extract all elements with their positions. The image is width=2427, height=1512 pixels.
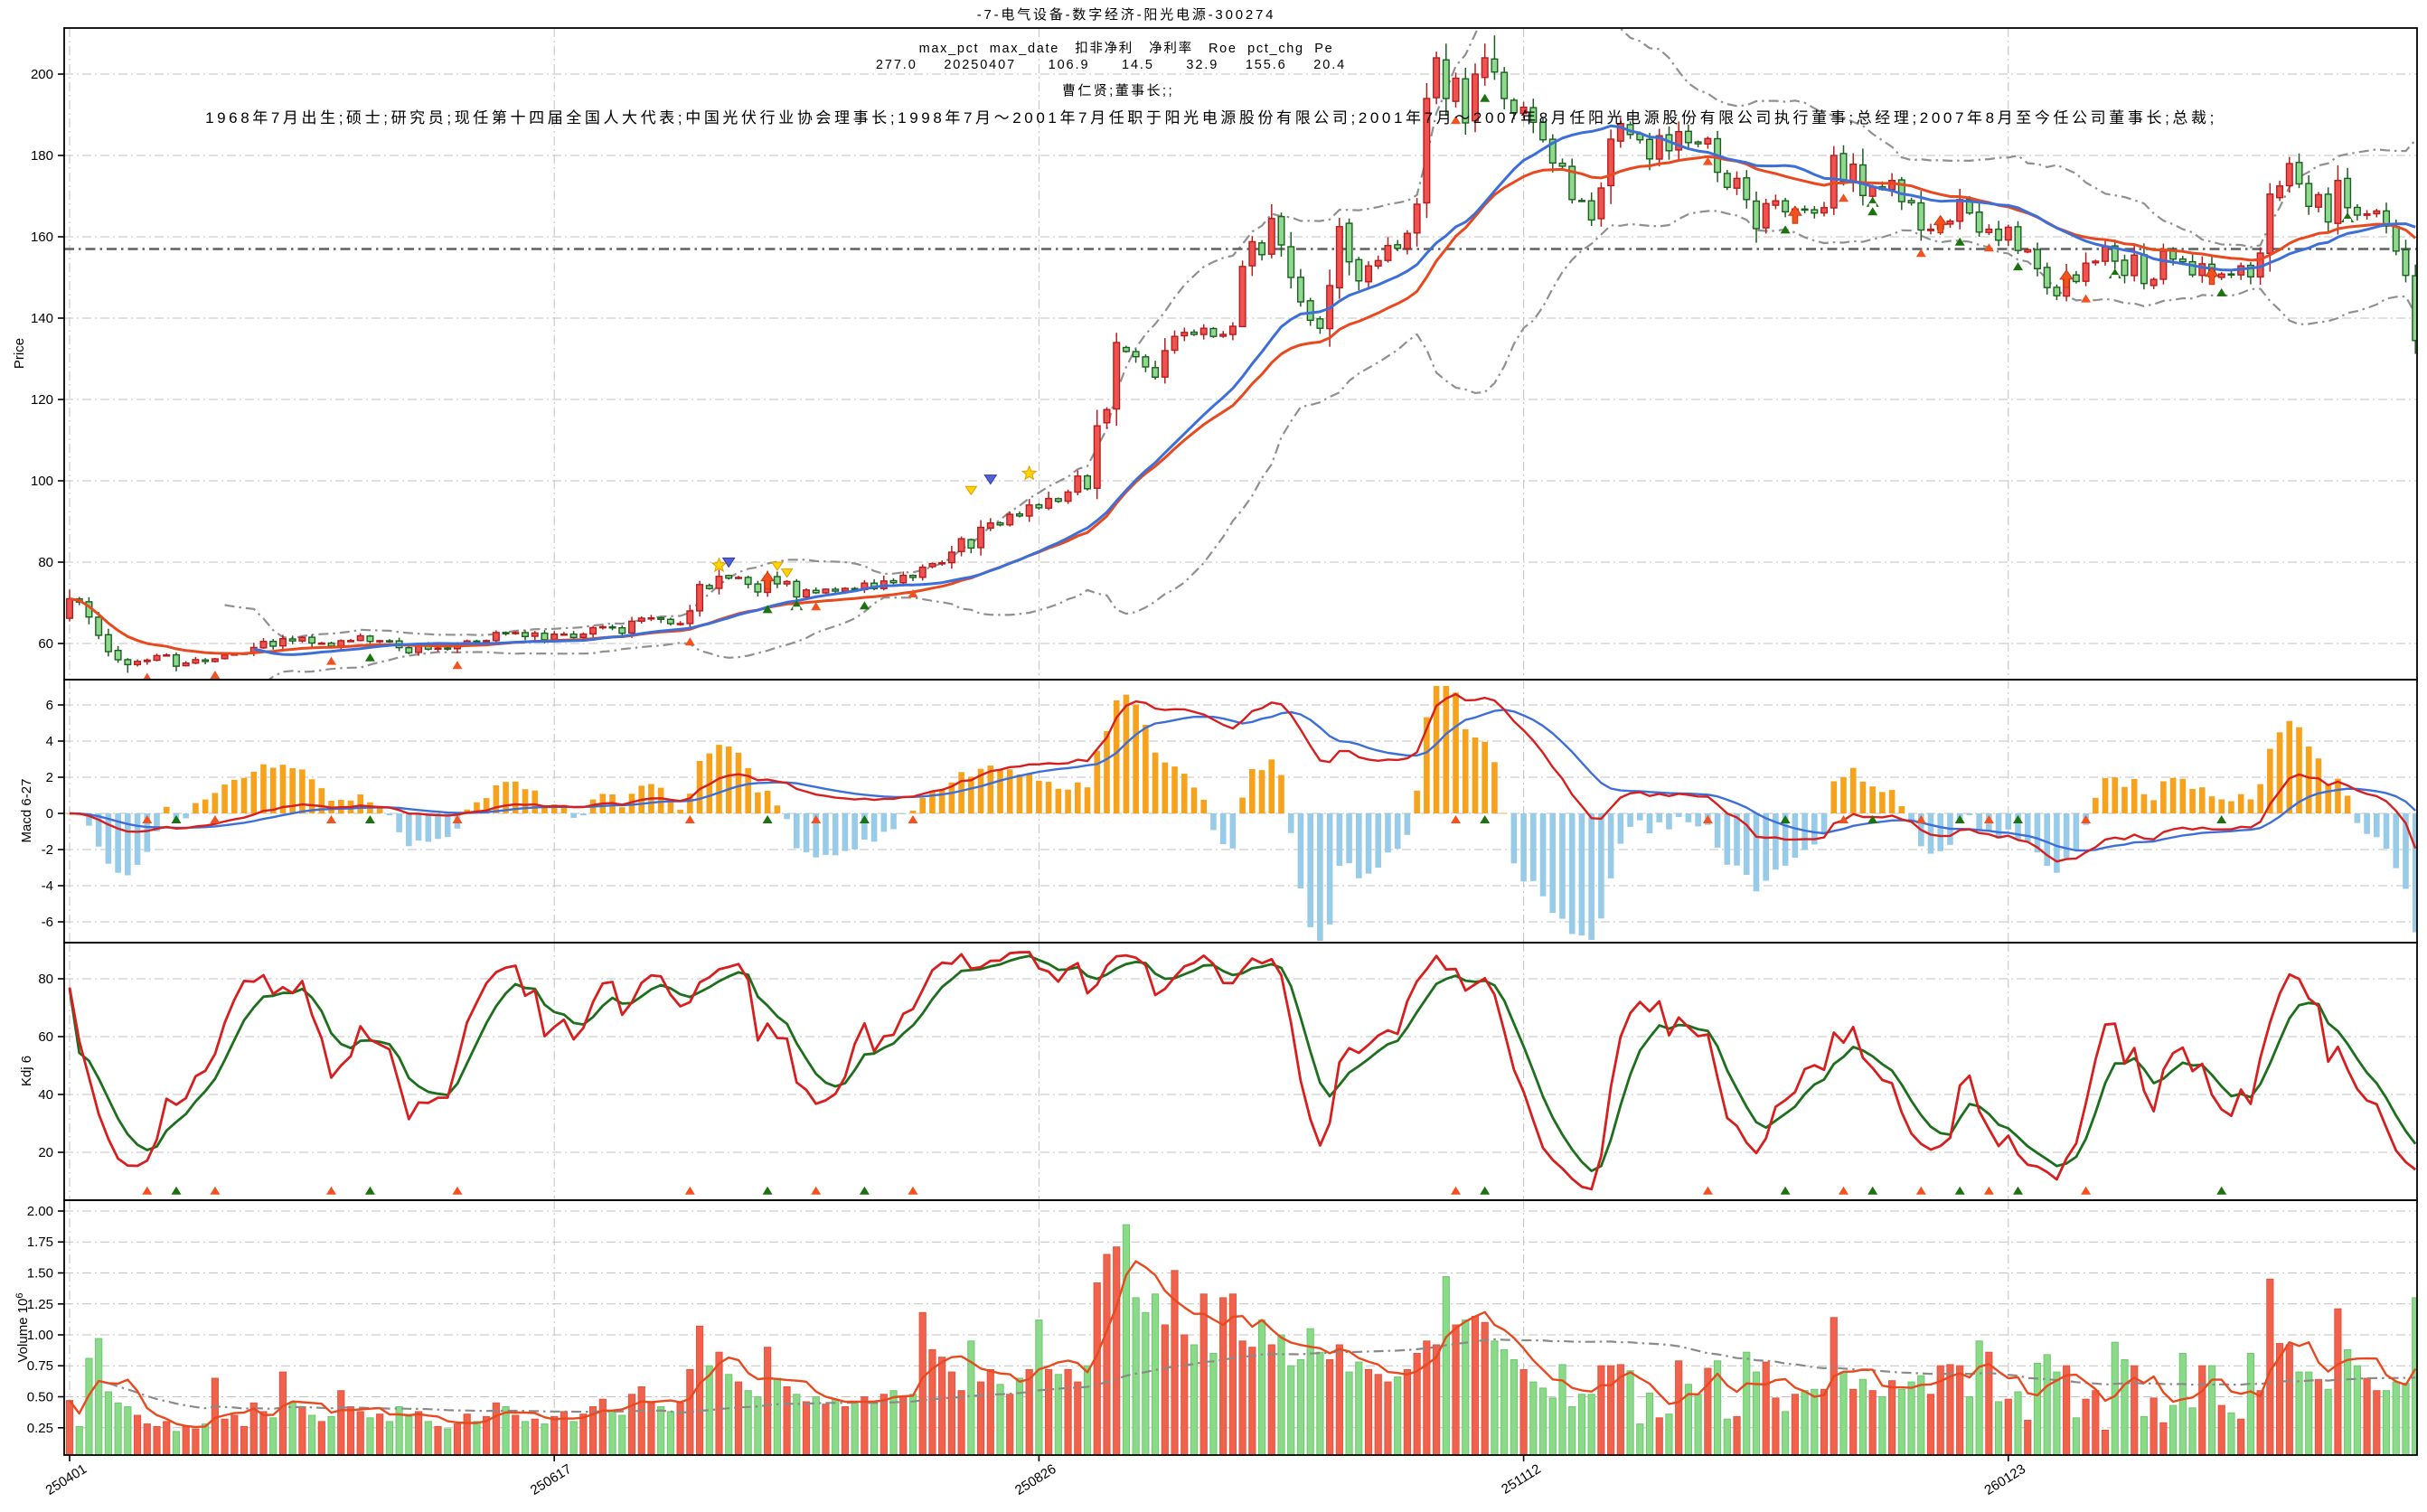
svg-text:0.50: 0.50	[27, 1390, 53, 1405]
svg-text:1.25: 1.25	[27, 1297, 53, 1312]
svg-text:100: 100	[31, 474, 53, 489]
svg-text:60: 60	[38, 636, 53, 652]
svg-text:Volume 106: Volume 106	[14, 1292, 31, 1362]
svg-text:40: 40	[38, 1087, 53, 1103]
svg-text:1.75: 1.75	[27, 1235, 53, 1250]
svg-text:1968年7月出生;硕士;研究员;现任第十四届全国人大代表;: 1968年7月出生;硕士;研究员;现任第十四届全国人大代表;中国光伏行业协会理事…	[205, 109, 2217, 127]
svg-text:Kdj 6: Kdj 6	[19, 1056, 34, 1086]
svg-text:6: 6	[46, 698, 53, 713]
svg-text:200: 200	[31, 67, 53, 82]
svg-text:2: 2	[46, 770, 53, 785]
svg-text:-4: -4	[42, 878, 53, 894]
svg-text:-7-电气设备-数字经济-阳光电源-300274: -7-电气设备-数字经济-阳光电源-300274	[977, 7, 1276, 23]
svg-text:60: 60	[38, 1029, 53, 1045]
svg-text:4: 4	[46, 734, 53, 749]
svg-text:277.0 20250407 106.9: 277.0 20250407 106.9 14.5 32.9 155.6 20.…	[876, 58, 1346, 72]
svg-text:0.75: 0.75	[27, 1358, 53, 1374]
svg-text:20: 20	[38, 1145, 53, 1160]
svg-text:80: 80	[38, 972, 53, 987]
svg-text:180: 180	[31, 148, 53, 164]
svg-text:2.00: 2.00	[27, 1204, 53, 1219]
svg-text:max_pct max_date 扣非净利 净利率: max_pct max_date 扣非净利 净利率 Roe pct_chg Pe	[919, 41, 1334, 56]
svg-text:0.25: 0.25	[27, 1421, 53, 1436]
svg-text:1.50: 1.50	[27, 1266, 53, 1282]
svg-text:140: 140	[31, 311, 53, 326]
svg-text:120: 120	[31, 392, 53, 408]
svg-text:Macd 6-27: Macd 6-27	[19, 779, 34, 843]
svg-text:-2: -2	[42, 842, 53, 858]
svg-text:Price: Price	[12, 338, 27, 369]
svg-text:1.00: 1.00	[27, 1328, 53, 1343]
svg-text:160: 160	[31, 230, 53, 245]
svg-text:0: 0	[46, 806, 53, 822]
svg-text:80: 80	[38, 555, 53, 570]
svg-text:曹仁贤;董事长;;: 曹仁贤;董事长;;	[1062, 83, 1174, 99]
svg-text:-6: -6	[42, 915, 53, 930]
